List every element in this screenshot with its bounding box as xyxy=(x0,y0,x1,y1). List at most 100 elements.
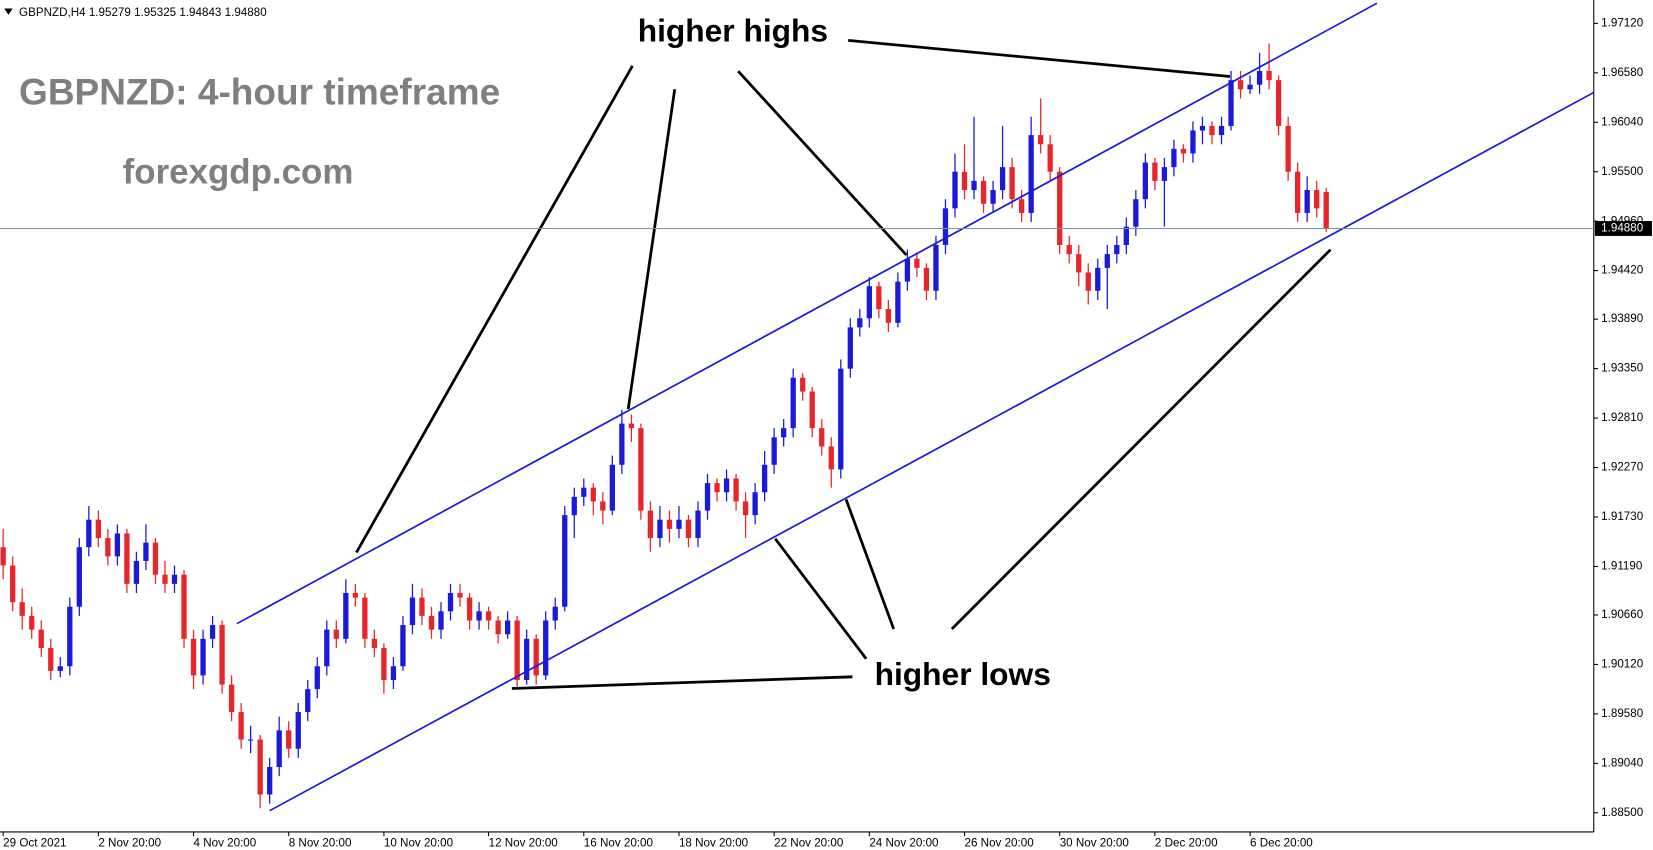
candle-body xyxy=(647,510,654,539)
chart-title: GBPNZD: 4-hour timeframe xyxy=(19,70,500,112)
candle-body xyxy=(1114,244,1120,255)
candle-body xyxy=(590,487,596,502)
x-tick-label: 22 Nov 20:00 xyxy=(774,837,844,850)
candle-body xyxy=(286,730,292,749)
y-tick-label: 1.89040 xyxy=(1601,756,1644,769)
candle-body xyxy=(685,519,692,539)
candle-body xyxy=(466,597,473,621)
y-tick-label: 1.91190 xyxy=(1601,560,1643,573)
candle-body xyxy=(257,739,263,795)
pointer xyxy=(844,498,895,630)
candle-body xyxy=(495,620,501,635)
annotation: higher highs xyxy=(638,12,828,48)
candle-body xyxy=(714,483,720,493)
candle-body xyxy=(1256,70,1263,85)
candle-body xyxy=(781,428,787,438)
candle-body xyxy=(1152,162,1158,181)
candle-body xyxy=(19,602,25,616)
candle-body xyxy=(628,423,635,429)
candle-body xyxy=(1228,80,1234,126)
pointer xyxy=(950,248,1332,630)
candle-body xyxy=(1314,190,1320,209)
candle-body xyxy=(181,574,187,639)
x-tick-label: 24 Nov 20:00 xyxy=(869,837,939,850)
candle-body xyxy=(38,629,44,648)
y-tick-label: 1.96040 xyxy=(1601,115,1644,128)
y-tick-label: 1.92270 xyxy=(1601,461,1644,474)
candle-body xyxy=(600,501,606,511)
chart-header: GBPNZD,H4 1.95279 1.95325 1.94843 1.9488… xyxy=(19,6,267,19)
candle-body xyxy=(1028,135,1034,213)
x-tick-label: 4 Nov 20:00 xyxy=(194,837,257,850)
candle-body xyxy=(1038,135,1044,145)
candle-body xyxy=(876,286,882,310)
candle-body xyxy=(895,281,901,323)
candle-body xyxy=(1123,226,1129,245)
annotation: higher lows xyxy=(875,656,1051,692)
candle-body xyxy=(952,171,958,209)
candle-body xyxy=(438,611,444,630)
candle-body xyxy=(209,625,216,639)
candle-body xyxy=(1085,272,1091,291)
y-tick-label: 1.89580 xyxy=(1601,707,1644,720)
candle-body xyxy=(1190,130,1196,154)
candle-body xyxy=(86,519,92,548)
candle-body xyxy=(1199,125,1206,131)
candle-body xyxy=(742,501,749,516)
candle-body xyxy=(343,592,349,639)
candle-body xyxy=(124,533,130,584)
candle-body xyxy=(752,492,758,516)
candle-body xyxy=(324,629,330,667)
candle-body xyxy=(771,437,777,465)
x-tick-label: 26 Nov 20:00 xyxy=(965,837,1035,850)
pointer xyxy=(511,675,853,690)
x-tick-label: 2 Dec 20:00 xyxy=(1155,837,1218,850)
candle-body xyxy=(1247,84,1253,90)
candle-body xyxy=(381,647,387,681)
candle-body xyxy=(504,620,511,635)
candle-body xyxy=(999,167,1006,191)
candle-body xyxy=(1076,254,1082,273)
candle-body xyxy=(447,592,454,612)
candle-body xyxy=(152,542,159,575)
candle-body xyxy=(276,730,282,768)
candle-body xyxy=(362,597,368,639)
candle-body xyxy=(457,592,463,598)
y-tick-label: 1.93350 xyxy=(1601,362,1644,375)
candle-body xyxy=(990,190,996,204)
candle-body xyxy=(933,244,939,291)
candle-body xyxy=(524,638,530,681)
candle-body xyxy=(57,666,63,671)
candle-body xyxy=(1066,244,1072,255)
candle-body xyxy=(162,574,168,584)
candle-body xyxy=(409,597,416,626)
candle-body xyxy=(333,629,339,639)
candle-body xyxy=(666,519,673,529)
upper-channel-line xyxy=(236,2,1378,625)
candle-body xyxy=(143,542,149,561)
candle-body xyxy=(819,428,825,447)
candle-body xyxy=(248,739,254,741)
candle-body xyxy=(571,496,577,516)
pointer xyxy=(355,65,634,554)
price-layer: 1.94880 xyxy=(0,221,1652,236)
candle-body xyxy=(485,611,492,621)
y-tick-label: 1.96580 xyxy=(1601,66,1644,79)
x-tick-label: 29 Oct 2021 xyxy=(3,837,66,850)
candle-body xyxy=(1209,125,1215,136)
axis-layer: 1.971201.965801.960401.955001.949601.944… xyxy=(2,16,1644,850)
candle-body xyxy=(1266,70,1272,81)
x-tick-label: 30 Nov 20:00 xyxy=(1060,837,1130,850)
y-tick-label: 1.97120 xyxy=(1601,16,1644,29)
candle-body xyxy=(638,428,644,511)
candle-body xyxy=(980,180,987,204)
candle-body xyxy=(1009,167,1015,200)
candle-body xyxy=(48,647,54,671)
candle-body xyxy=(352,592,358,598)
candle-body xyxy=(219,625,225,685)
candle-body xyxy=(200,638,206,676)
candle-body xyxy=(857,318,863,328)
